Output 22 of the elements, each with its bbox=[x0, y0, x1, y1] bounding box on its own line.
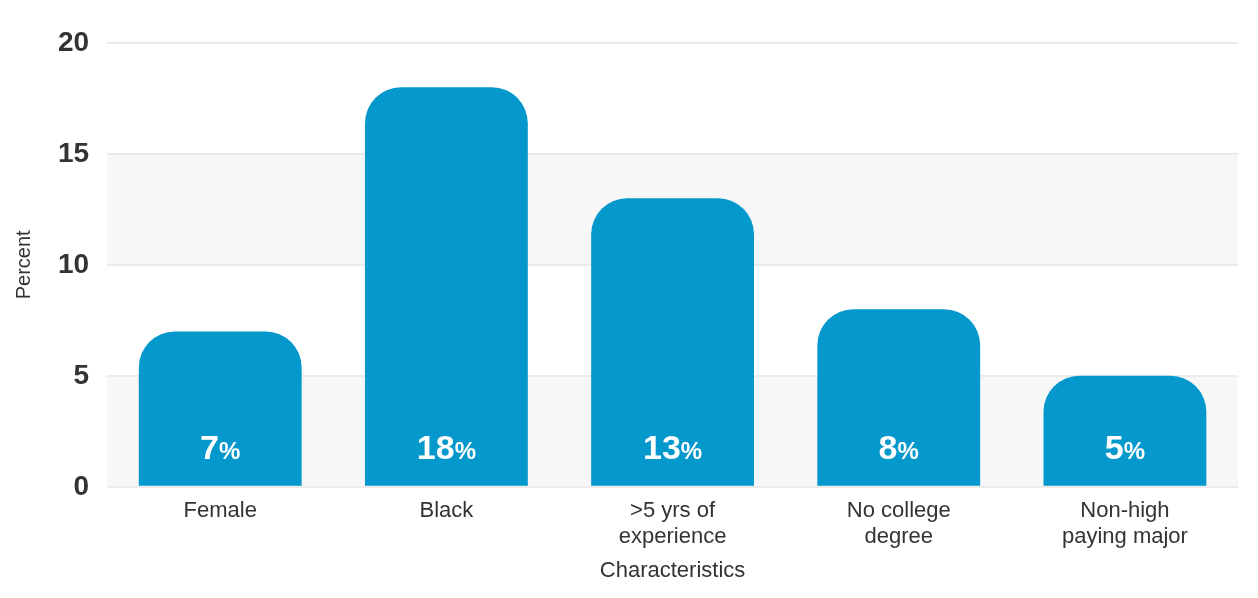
y-tick-label: 5 bbox=[73, 358, 90, 390]
y-tick-label: 15 bbox=[57, 136, 90, 168]
data-label: 5% bbox=[1104, 427, 1146, 466]
x-tick-label: No college degree bbox=[846, 497, 951, 549]
y-tick-label: 10 bbox=[57, 247, 90, 279]
x-tick-label: Female bbox=[183, 497, 257, 523]
bar bbox=[364, 87, 528, 486]
x-axis-title: Characteristics bbox=[599, 556, 746, 582]
bar bbox=[817, 309, 981, 486]
bar bbox=[591, 198, 754, 486]
x-tick-label: >5 yrs of experience bbox=[618, 497, 727, 549]
bar bbox=[138, 331, 302, 486]
y-tick-label: 0 bbox=[73, 469, 90, 501]
data-label: 8% bbox=[878, 427, 919, 466]
data-label: 18% bbox=[416, 427, 476, 466]
x-tick-label: Non-high paying major bbox=[1061, 497, 1188, 549]
bar bbox=[1043, 375, 1207, 486]
y-axis-title: Percent bbox=[11, 229, 34, 300]
data-label: 13% bbox=[642, 427, 703, 466]
x-tick-label: Black bbox=[419, 497, 475, 523]
y-tick-label: 20 bbox=[57, 25, 90, 57]
data-label: 7% bbox=[200, 427, 241, 466]
